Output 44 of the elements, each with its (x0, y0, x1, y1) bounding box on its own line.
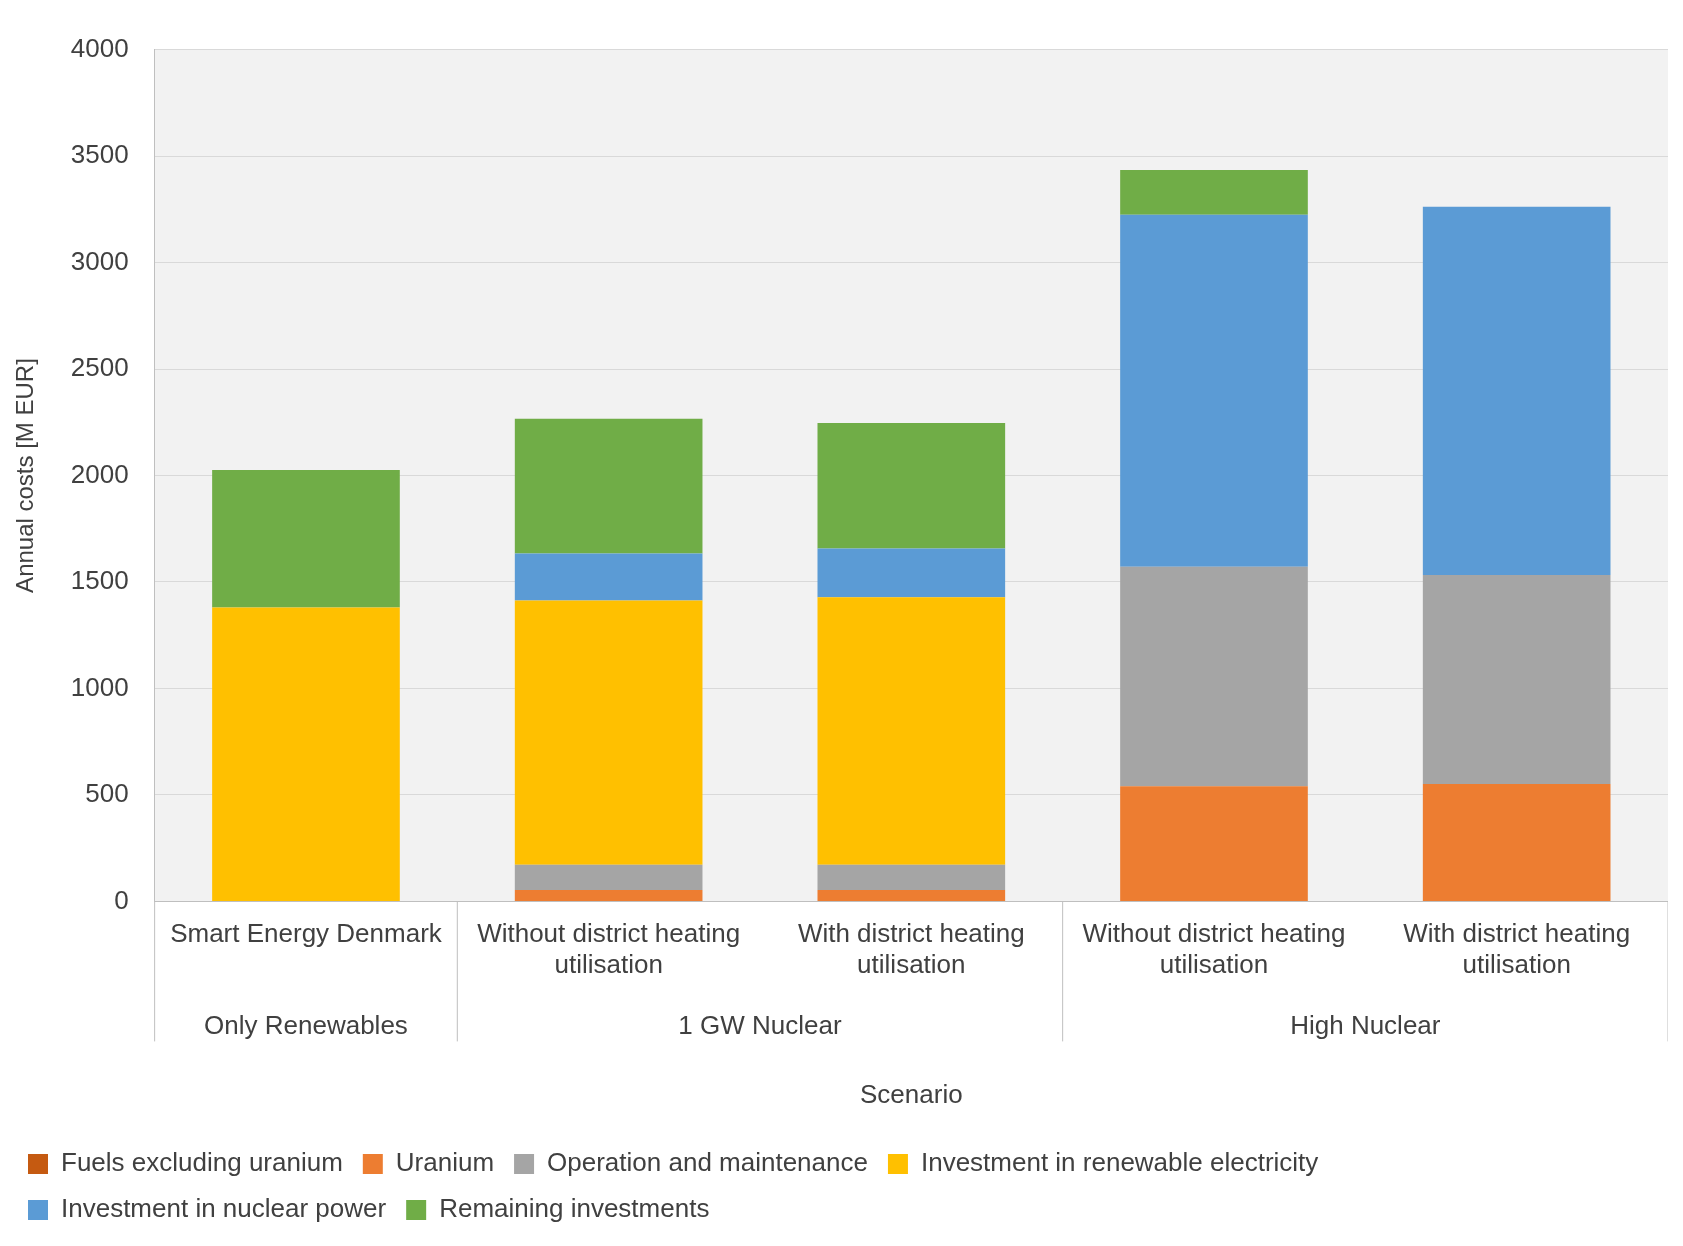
bar (514, 864, 703, 891)
bar (817, 422, 1006, 549)
bar (514, 553, 703, 601)
legend-label: Operation and maintenance (547, 1147, 868, 1178)
text: Only Renewables (204, 1009, 408, 1040)
y-axis-title: Annual costs [M EUR] (11, 358, 39, 593)
bar (1422, 784, 1611, 901)
x-tick-label: Smart Energy Denmark (170, 918, 443, 949)
bar (514, 418, 703, 554)
bar (1120, 169, 1308, 215)
bar (212, 607, 400, 901)
bar (1422, 206, 1611, 575)
legend-label: Fuels excluding uranium (61, 1147, 343, 1178)
bar (514, 890, 703, 901)
bar (514, 600, 703, 865)
bar (1120, 786, 1308, 901)
bar (817, 548, 1006, 598)
y-tick-label: 3000 (70, 245, 129, 276)
bar (817, 864, 1006, 891)
y-tick-label: 0 (114, 884, 129, 915)
bar (1120, 566, 1308, 787)
x-tick-label: With district heating utilisation (1403, 918, 1631, 980)
bar (817, 890, 1006, 901)
legend-label: Investment in renewable electricity (920, 1147, 1319, 1178)
y-tick-label: 2500 (70, 352, 129, 383)
x-tick-label: Without district heating utilisation (1082, 918, 1346, 980)
y-tick-label: 500 (85, 778, 129, 809)
text: 1 GW Nuclear (678, 1009, 842, 1040)
y-tick-label: 3500 (70, 139, 129, 170)
y-tick-label: 4000 (70, 32, 129, 63)
y-tick-label: 2000 (70, 458, 129, 489)
y-tick-label: 1500 (70, 565, 129, 596)
x-tick-label: Without district heating utilisation (477, 918, 741, 980)
bar (1120, 214, 1308, 567)
legend-label: Investment in nuclear power (61, 1193, 387, 1224)
y-tick-label: 1000 (70, 671, 129, 702)
legend-label: Uranium (395, 1147, 495, 1178)
bar (817, 597, 1006, 865)
text: High Nuclear (1290, 1009, 1441, 1040)
bar (1422, 574, 1611, 785)
legend-label: Remaining investments (439, 1193, 710, 1224)
bar (212, 469, 400, 608)
x-tick-label: With district heating utilisation (797, 918, 1025, 980)
x-axis-title: Scenario (860, 1078, 963, 1109)
